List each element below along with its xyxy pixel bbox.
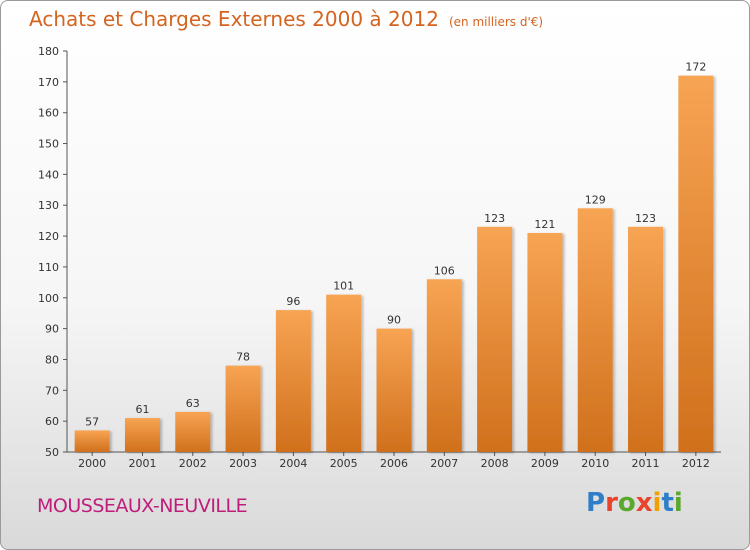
bar (477, 226, 513, 452)
y-tick-label: 140 (38, 168, 59, 181)
x-tick-label: 2008 (481, 457, 509, 470)
data-label: 129 (585, 193, 606, 206)
chart-header: Achats et Charges Externes 2000 à 2012 (e… (29, 7, 543, 31)
brand-logo-letter: r (605, 488, 618, 518)
data-label: 96 (286, 295, 300, 308)
bar (527, 232, 563, 452)
brand-logo-letter: P (586, 488, 606, 518)
data-label: 123 (484, 212, 505, 225)
axes: 50 60 70 80 90 100 110 120 130 140 150 160 170 180 (38, 45, 721, 459)
y-tick-label: 50 (45, 446, 59, 459)
bar (577, 208, 613, 452)
labels: 57 2000 61 2001 63 2002 78 2003 96 2004 101 2005 90 2… (78, 61, 710, 470)
y-tick-label: 110 (38, 261, 59, 274)
y-tick-label: 80 (45, 353, 59, 366)
x-tick-label: 2009 (531, 457, 559, 470)
bar (275, 310, 311, 452)
brand-logo: Proxiti (586, 488, 683, 518)
brand-logo-letter: x (635, 488, 653, 518)
brand-logo-letter: t (661, 488, 674, 518)
x-tick-label: 2006 (380, 457, 408, 470)
data-label: 90 (387, 314, 401, 327)
y-tick-label: 70 (45, 384, 59, 397)
bar (124, 418, 160, 452)
x-tick-label: 2010 (581, 457, 609, 470)
y-tick-label: 150 (38, 138, 59, 151)
y-tick-label: 130 (38, 199, 59, 212)
x-tick-label: 2007 (430, 457, 458, 470)
y-tick-label: 160 (38, 107, 59, 120)
data-label: 123 (635, 212, 656, 225)
y-tick-label: 60 (45, 415, 59, 428)
data-label: 172 (685, 61, 706, 74)
brand-logo-letter: o (617, 488, 636, 518)
x-tick-label: 2004 (279, 457, 307, 470)
data-label: 61 (135, 403, 149, 416)
data-label: 63 (186, 397, 200, 410)
data-label: 78 (236, 351, 250, 364)
brand-logo-letter: i (652, 488, 662, 518)
commune-name: MOUSSEAUX-NEUVILLE (37, 495, 248, 517)
data-label: 106 (434, 264, 455, 277)
bar (678, 75, 714, 452)
chart-unit: (en milliers d'€) (448, 15, 544, 29)
bar (326, 294, 362, 452)
data-label: 101 (333, 280, 354, 293)
brand-logo-letter: i (673, 488, 683, 518)
x-tick-label: 2000 (78, 457, 106, 470)
bar (376, 328, 412, 452)
bar (426, 279, 462, 452)
data-label: 57 (85, 415, 99, 428)
y-tick-label: 90 (45, 323, 59, 336)
bar (225, 365, 261, 452)
x-tick-label: 2001 (128, 457, 156, 470)
y-tick-label: 100 (38, 292, 59, 305)
x-tick-label: 2012 (682, 457, 710, 470)
y-tick-label: 170 (38, 76, 59, 89)
x-tick-label: 2003 (229, 457, 257, 470)
y-tick-label: 180 (38, 45, 59, 58)
data-label: 121 (534, 218, 555, 231)
bars (74, 75, 714, 452)
x-tick-label: 2005 (330, 457, 358, 470)
x-tick-label: 2011 (632, 457, 660, 470)
x-tick-label: 2002 (179, 457, 207, 470)
chart-title: Achats et Charges Externes 2000 à 2012 (29, 7, 439, 31)
bar (628, 226, 664, 452)
bar (175, 411, 211, 452)
y-tick-label: 120 (38, 230, 59, 243)
bar (74, 430, 110, 452)
